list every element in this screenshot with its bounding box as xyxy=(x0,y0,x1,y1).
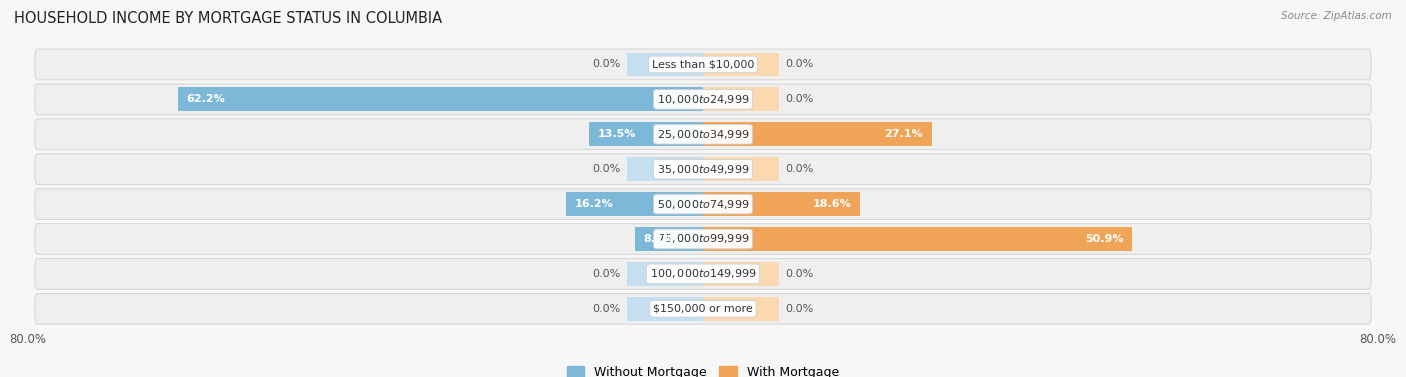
Bar xyxy=(589,123,703,146)
Text: 27.1%: 27.1% xyxy=(884,129,924,139)
FancyBboxPatch shape xyxy=(35,293,1371,324)
Text: 0.0%: 0.0% xyxy=(592,304,620,314)
Text: 0.0%: 0.0% xyxy=(592,164,620,174)
Bar xyxy=(703,262,779,286)
Text: 50.9%: 50.9% xyxy=(1085,234,1123,244)
FancyBboxPatch shape xyxy=(35,224,1371,254)
Bar xyxy=(179,87,703,111)
Text: 13.5%: 13.5% xyxy=(598,129,636,139)
Bar xyxy=(703,87,779,111)
Bar xyxy=(627,157,703,181)
Bar xyxy=(703,123,932,146)
FancyBboxPatch shape xyxy=(35,259,1371,289)
Bar xyxy=(703,297,779,321)
Text: 0.0%: 0.0% xyxy=(592,269,620,279)
Bar xyxy=(634,227,703,251)
Text: $50,000 to $74,999: $50,000 to $74,999 xyxy=(657,198,749,211)
FancyBboxPatch shape xyxy=(35,154,1371,184)
Text: 16.2%: 16.2% xyxy=(575,199,613,209)
Text: $150,000 or more: $150,000 or more xyxy=(654,304,752,314)
Text: 0.0%: 0.0% xyxy=(592,60,620,69)
Text: HOUSEHOLD INCOME BY MORTGAGE STATUS IN COLUMBIA: HOUSEHOLD INCOME BY MORTGAGE STATUS IN C… xyxy=(14,11,441,26)
Text: 0.0%: 0.0% xyxy=(786,269,814,279)
Bar xyxy=(627,52,703,76)
FancyBboxPatch shape xyxy=(35,119,1371,150)
Bar xyxy=(627,262,703,286)
Text: $100,000 to $149,999: $100,000 to $149,999 xyxy=(650,267,756,280)
FancyBboxPatch shape xyxy=(35,49,1371,80)
Text: Less than $10,000: Less than $10,000 xyxy=(652,60,754,69)
Text: 8.1%: 8.1% xyxy=(643,234,673,244)
Text: 0.0%: 0.0% xyxy=(786,60,814,69)
Bar xyxy=(703,52,779,76)
FancyBboxPatch shape xyxy=(35,84,1371,115)
Bar xyxy=(703,157,779,181)
Text: 0.0%: 0.0% xyxy=(786,304,814,314)
Text: 0.0%: 0.0% xyxy=(786,164,814,174)
Text: $25,000 to $34,999: $25,000 to $34,999 xyxy=(657,128,749,141)
Text: Source: ZipAtlas.com: Source: ZipAtlas.com xyxy=(1281,11,1392,21)
Legend: Without Mortgage, With Mortgage: Without Mortgage, With Mortgage xyxy=(562,361,844,377)
Bar xyxy=(627,297,703,321)
Text: 18.6%: 18.6% xyxy=(813,199,852,209)
Bar xyxy=(703,227,1132,251)
Bar xyxy=(567,192,703,216)
Text: 62.2%: 62.2% xyxy=(187,94,225,104)
Bar xyxy=(703,192,860,216)
Text: $35,000 to $49,999: $35,000 to $49,999 xyxy=(657,162,749,176)
FancyBboxPatch shape xyxy=(35,189,1371,219)
Text: 0.0%: 0.0% xyxy=(786,94,814,104)
Text: $10,000 to $24,999: $10,000 to $24,999 xyxy=(657,93,749,106)
Text: $75,000 to $99,999: $75,000 to $99,999 xyxy=(657,233,749,245)
